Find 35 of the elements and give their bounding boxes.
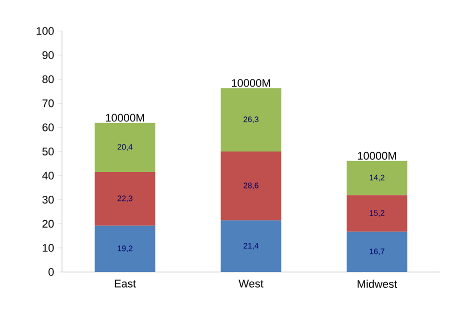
- annotation: 10000M: [358, 152, 396, 160]
- bar: [346, 195, 408, 232]
- annotation: 10000M: [106, 114, 144, 122]
- y-tick-label: 10: [42, 244, 54, 252]
- y-tick-label: 100: [36, 27, 54, 35]
- bar: [220, 152, 282, 220]
- data-label: 16,7: [370, 248, 384, 256]
- y-tick-label: 40: [42, 172, 54, 180]
- data-label: 14,2: [370, 174, 384, 182]
- data-label: 20,4: [118, 144, 133, 151]
- bar: [94, 122, 156, 172]
- annotation: 10000M: [232, 79, 270, 87]
- y-tick-label: 50: [42, 148, 54, 156]
- y-tick-label: 60: [42, 124, 54, 132]
- bar: [346, 232, 408, 272]
- y-tick-label: 20: [42, 220, 54, 228]
- y-tick-label: 30: [42, 196, 54, 204]
- x-tick-label: East: [114, 280, 136, 288]
- y-tick-label: 80: [42, 75, 54, 84]
- x-tick-label: Midwest: [358, 280, 398, 288]
- bar: [220, 88, 282, 152]
- data-label: 15,2: [370, 210, 384, 217]
- y-tick-label: 0: [48, 268, 54, 276]
- bar: [94, 226, 156, 272]
- bar: [94, 172, 156, 226]
- bar: [220, 220, 282, 272]
- data-label: 28,6: [244, 182, 258, 190]
- data-label: 22,3: [118, 196, 132, 202]
- bar: [346, 160, 408, 196]
- data-label: 26,3: [244, 116, 258, 124]
- x-tick-label: West: [238, 280, 264, 288]
- data-label: 19,2: [118, 246, 132, 252]
- data-label: 21,4: [244, 242, 259, 250]
- y-tick-label: 70: [42, 99, 54, 108]
- y-tick-label: 90: [42, 51, 54, 59]
